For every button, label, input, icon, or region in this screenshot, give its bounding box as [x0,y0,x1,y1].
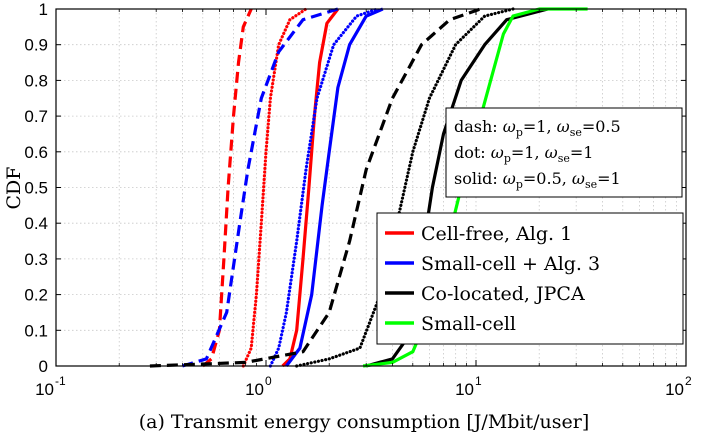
legend-frame [376,212,684,345]
equals-sign: = [597,169,610,188]
separator: , [546,117,556,136]
x-tick-label-base: 10 [245,380,264,399]
y-tick-label: 0.8 [24,71,48,90]
subscript-p: p [516,126,523,139]
separator: , [534,143,544,162]
y-tick-label: 0.6 [24,143,48,162]
omega-p-value: 1 [524,143,534,162]
y-tick-label: 0.3 [24,250,48,269]
subscript-se: se [585,178,597,191]
equals-sign: = [570,143,583,162]
legend-entry-label: Small-cell [421,313,516,335]
y-tick-label: 0 [39,357,48,376]
series-line-5 [285,7,384,367]
x-tick-label: 10 2 [665,374,692,399]
omega-symbol: ω [545,143,558,162]
annotation-frame [445,107,683,198]
y-tick-label: 0.2 [24,286,48,305]
legend: Cell-free, Alg. 1 Small-cell + Alg. 3 Co-l… [376,212,684,345]
omega-se-value: 0.5 [595,117,620,136]
legend-entry-label: Small-cell + Alg. 3 [421,253,600,275]
omega-symbol: ω [503,169,516,188]
series-line-4 [268,7,380,368]
subscript-se: se [558,152,570,165]
y-tick-label: 0.5 [24,179,48,198]
omega-symbol: ω [557,117,570,136]
equals-sign: = [511,143,524,162]
omega-symbol: ω [503,117,516,136]
x-tick-label: 10 0 [245,374,272,399]
y-tick-label: 0.9 [24,36,48,55]
y-tick-label: 1 [39,0,48,19]
x-tick-label-base: 10 [455,380,474,399]
legend-entry-label: Co-located, JPCA [421,283,585,305]
y-axis-label: CDF [3,167,25,210]
x-tick-label-exponent: 2 [685,374,692,388]
x-axis-label: (a) Transmit energy consumption [J/Mbit/… [139,411,590,433]
x-tick-label: 10 -1 [35,374,66,399]
x-tick-label: 10 1 [455,374,482,399]
subscript-p: p [504,152,511,165]
annotation-prefix: solid: [454,169,503,188]
series-line-0 [201,8,253,368]
series-line-8 [365,7,549,368]
annotation-prefix: dot: [454,143,491,162]
series-line-7 [295,7,515,368]
subscript-p: p [516,178,523,191]
omega-p-value: 0.5 [536,169,561,188]
omega-symbol: ω [491,143,504,162]
x-tick-label-base: 10 [665,380,684,399]
series-line-2 [281,8,340,368]
annotation-line: dash: ωp=1, ωse=0.5 [454,117,621,139]
separator: , [562,169,572,188]
series-layer [149,7,588,368]
annotation-line: solid: ωp=0.5, ωse=1 [454,169,621,191]
x-tick-label-exponent: 0 [265,374,272,388]
omega-se-value: 1 [611,169,621,188]
annotation-line: dot: ωp=1, ωse=1 [454,143,593,165]
omega-p-value: 1 [536,117,546,136]
x-tick-label-base: 10 [35,380,54,399]
legend-entry-label: Cell-free, Alg. 1 [421,223,572,245]
omega-se-value: 1 [583,143,593,162]
annotation-prefix: dash: [454,117,503,136]
series-line-1 [241,7,308,368]
series-line-6 [149,7,481,368]
y-tick-label: 0.1 [24,321,48,340]
x-tick-label-exponent: -1 [55,374,66,388]
series-line-3 [181,7,339,368]
x-tick-label-exponent: 1 [475,374,482,388]
omega-symbol: ω [572,169,585,188]
y-tick-label: 0.7 [24,107,48,126]
equals-sign: = [582,117,595,136]
y-tick-label: 0.4 [24,214,48,233]
subscript-se: se [570,126,582,139]
equals-sign: = [523,169,536,188]
equals-sign: = [523,117,536,136]
